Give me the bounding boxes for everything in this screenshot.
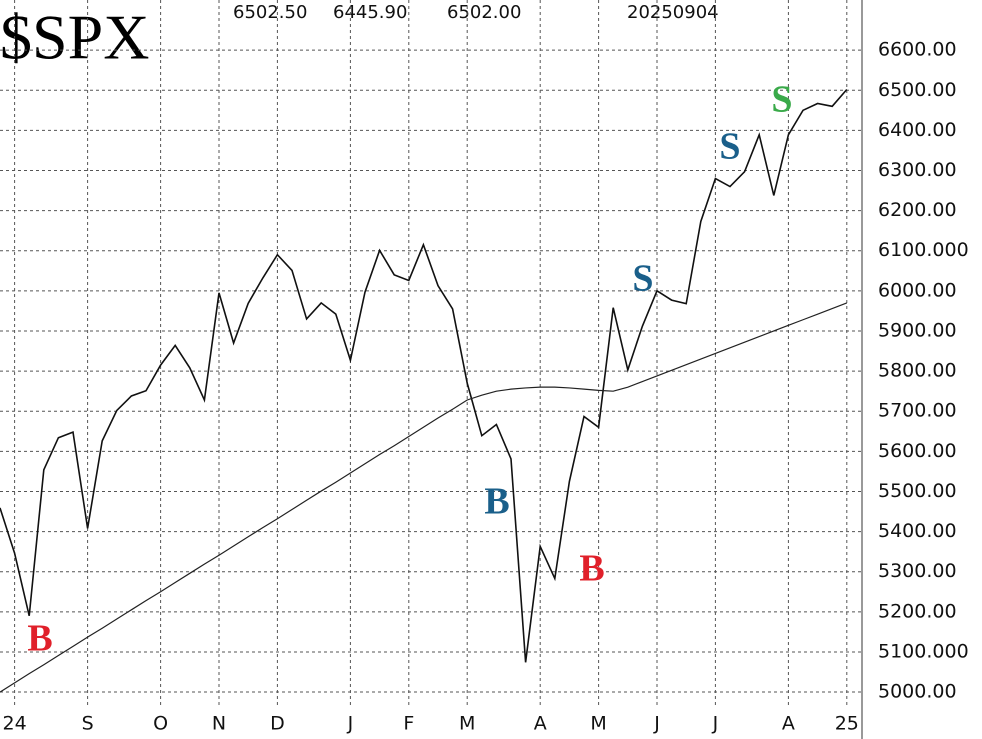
x-tick-label: D bbox=[270, 713, 285, 735]
x-tick-label: J bbox=[653, 713, 660, 735]
y-tick-label: 6100.000 bbox=[878, 239, 969, 261]
y-tick-label: 6300.00 bbox=[878, 159, 957, 181]
x-tick-label: M bbox=[459, 713, 475, 735]
signal-label: S bbox=[719, 126, 740, 168]
y-tick-label: 6500.00 bbox=[878, 79, 957, 101]
y-tick-label: 5700.00 bbox=[878, 400, 957, 422]
x-tick-label: F bbox=[403, 713, 414, 735]
price-line bbox=[0, 302, 848, 693]
y-tick-label: 5800.00 bbox=[878, 360, 957, 382]
y-tick-label: 5300.00 bbox=[878, 560, 957, 582]
x-tick-label: S bbox=[82, 713, 94, 735]
y-tick-label: 6000.00 bbox=[878, 279, 957, 301]
price-line bbox=[0, 88, 848, 663]
x-tick-label: J bbox=[347, 713, 354, 735]
x-tick-label: O bbox=[153, 713, 168, 735]
x-tick-label: N bbox=[212, 713, 226, 735]
header-value: 6445.90 bbox=[333, 2, 407, 23]
x-tick-label: J bbox=[712, 713, 719, 735]
y-tick-label: 5000.00 bbox=[878, 681, 957, 703]
signal-label: B bbox=[484, 481, 509, 523]
y-tick-label: 5100.000 bbox=[878, 640, 969, 662]
signal-label: S bbox=[771, 79, 792, 121]
y-tick-label: 5200.00 bbox=[878, 600, 957, 622]
x-tick-label: A bbox=[782, 713, 795, 735]
y-tick-label: 6400.00 bbox=[878, 119, 957, 141]
signal-label: B bbox=[579, 548, 604, 590]
x-tick-label: 25 bbox=[835, 713, 859, 735]
header-value: 20250904 bbox=[627, 2, 719, 23]
y-tick-label: 6200.00 bbox=[878, 199, 957, 221]
y-tick-label: 5500.00 bbox=[878, 480, 957, 502]
chart-title: $SPX bbox=[0, 2, 149, 73]
y-tick-label: 5900.00 bbox=[878, 319, 957, 341]
signal-label: S bbox=[632, 258, 653, 300]
y-tick-label: 6600.00 bbox=[878, 39, 957, 61]
y-tick-label: 5400.00 bbox=[878, 520, 957, 542]
header-value: 6502.00 bbox=[447, 2, 521, 23]
signal-label: B bbox=[27, 618, 52, 660]
x-tick-label: M bbox=[590, 713, 606, 735]
x-tick-label: A bbox=[534, 713, 547, 735]
y-tick-label: 5600.00 bbox=[878, 440, 957, 462]
x-tick-label: 24 bbox=[3, 713, 27, 735]
header-value: 6502.50 bbox=[233, 2, 307, 23]
